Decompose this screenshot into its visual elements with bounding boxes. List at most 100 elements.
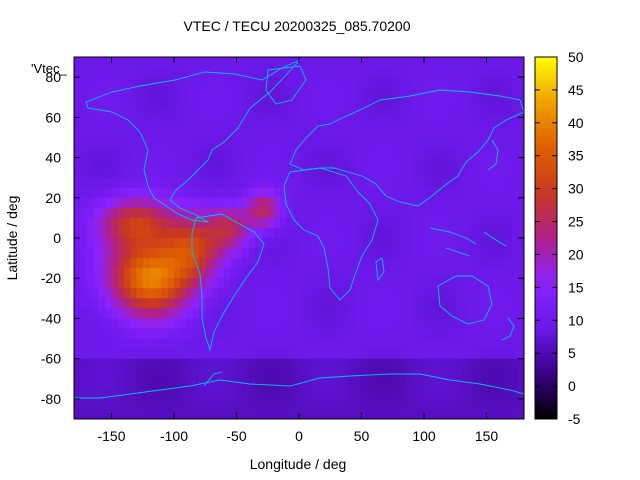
heatmap-cell	[480, 348, 488, 360]
heatmap-cell	[136, 298, 144, 309]
heatmap-cell	[192, 298, 200, 309]
heatmap-cell	[342, 217, 350, 229]
heatmap-cell	[374, 147, 381, 159]
heatmap-cell	[505, 378, 513, 390]
heatmap-cell	[505, 227, 513, 239]
heatmap-cell	[486, 368, 494, 380]
heatmap-cell	[311, 258, 319, 269]
heatmap-cell	[99, 67, 106, 78]
heatmap-cell	[142, 268, 150, 279]
heatmap-cell	[305, 57, 313, 68]
heatmap-cell	[499, 388, 506, 400]
heatmap-cell	[355, 248, 363, 259]
heatmap-cell	[280, 258, 288, 269]
heatmap-cell	[199, 398, 206, 410]
heatmap-cell	[424, 187, 431, 199]
heatmap-cell	[255, 288, 263, 299]
heatmap-cell	[205, 167, 213, 179]
heatmap-cell	[424, 167, 431, 179]
heatmap-cell	[236, 258, 244, 269]
heatmap-cell	[336, 227, 344, 239]
heatmap-cell	[74, 117, 81, 128]
heatmap-cell	[342, 238, 350, 249]
heatmap-cell	[461, 217, 469, 229]
heatmap-cell	[217, 127, 225, 139]
heatmap-cell	[424, 227, 431, 239]
heatmap-cell	[174, 147, 181, 159]
heatmap-cell	[355, 207, 363, 219]
heatmap-cell	[480, 167, 488, 179]
heatmap-cell	[286, 127, 294, 139]
heatmap-cell	[311, 278, 319, 289]
heatmap-cell	[461, 408, 469, 419]
heatmap-cell	[149, 137, 156, 149]
heatmap-cell	[230, 227, 238, 239]
heatmap-cell	[211, 127, 219, 139]
heatmap-cell	[136, 358, 144, 370]
heatmap-cell	[355, 167, 363, 179]
heatmap-cell	[211, 177, 219, 189]
heatmap-cell	[430, 117, 438, 128]
heatmap-cell	[230, 217, 238, 229]
heatmap-cell	[86, 177, 94, 189]
heatmap-cell	[355, 97, 363, 108]
heatmap-cell	[167, 207, 175, 219]
heatmap-cell	[167, 378, 175, 390]
heatmap-cell	[86, 107, 94, 118]
heatmap-cell	[292, 167, 300, 179]
heatmap-cell	[267, 398, 275, 410]
heatmap-cell	[505, 328, 513, 340]
heatmap-cell	[455, 278, 463, 289]
heatmap-cell	[124, 288, 131, 299]
heatmap-cell	[167, 308, 175, 320]
heatmap-cell	[111, 398, 119, 410]
heatmap-cell	[105, 338, 113, 350]
heatmap-cell	[417, 137, 425, 149]
heatmap-cell	[311, 388, 319, 400]
heatmap-cell	[361, 87, 369, 98]
heatmap-cell	[280, 197, 288, 209]
heatmap-cell	[292, 197, 300, 209]
heatmap-cell	[411, 177, 419, 189]
heatmap-cell	[380, 167, 388, 179]
heatmap-cell	[217, 288, 225, 299]
heatmap-cell	[361, 97, 369, 108]
heatmap-cell	[505, 67, 513, 78]
heatmap-cell	[117, 197, 125, 209]
heatmap-cell	[361, 238, 369, 249]
heatmap-cell	[317, 167, 325, 179]
heatmap-cell	[486, 408, 494, 419]
heatmap-cell	[355, 147, 363, 159]
heatmap-cell	[286, 217, 294, 229]
heatmap-cell	[292, 227, 300, 239]
heatmap-cell	[186, 388, 194, 400]
heatmap-cell	[174, 227, 181, 239]
heatmap-cell	[436, 217, 444, 229]
heatmap-cell	[155, 97, 163, 108]
heatmap-cell	[499, 207, 506, 219]
heatmap-cell	[411, 107, 419, 118]
heatmap-cell	[161, 97, 169, 108]
heatmap-cell	[167, 127, 175, 139]
heatmap-cell	[449, 97, 456, 108]
heatmap-cell	[105, 328, 113, 340]
heatmap-cell	[117, 157, 125, 169]
heatmap-cell	[336, 388, 344, 400]
heatmap-cell	[117, 127, 125, 139]
heatmap-cell	[361, 358, 369, 370]
heatmap-cell	[442, 298, 450, 309]
heatmap-cell	[380, 358, 388, 370]
heatmap-cell	[74, 398, 81, 410]
heatmap-cell	[374, 298, 381, 309]
heatmap-cell	[92, 378, 100, 390]
heatmap-cell	[167, 338, 175, 350]
heatmap-cell	[267, 358, 275, 370]
heatmap-cell	[149, 227, 156, 239]
heatmap-cell	[317, 127, 325, 139]
heatmap-cell	[286, 177, 294, 189]
heatmap-cell	[374, 408, 381, 419]
heatmap-cell	[236, 227, 244, 239]
heatmap-cell	[80, 378, 88, 390]
heatmap-cell	[405, 288, 413, 299]
heatmap-cell	[442, 338, 450, 350]
